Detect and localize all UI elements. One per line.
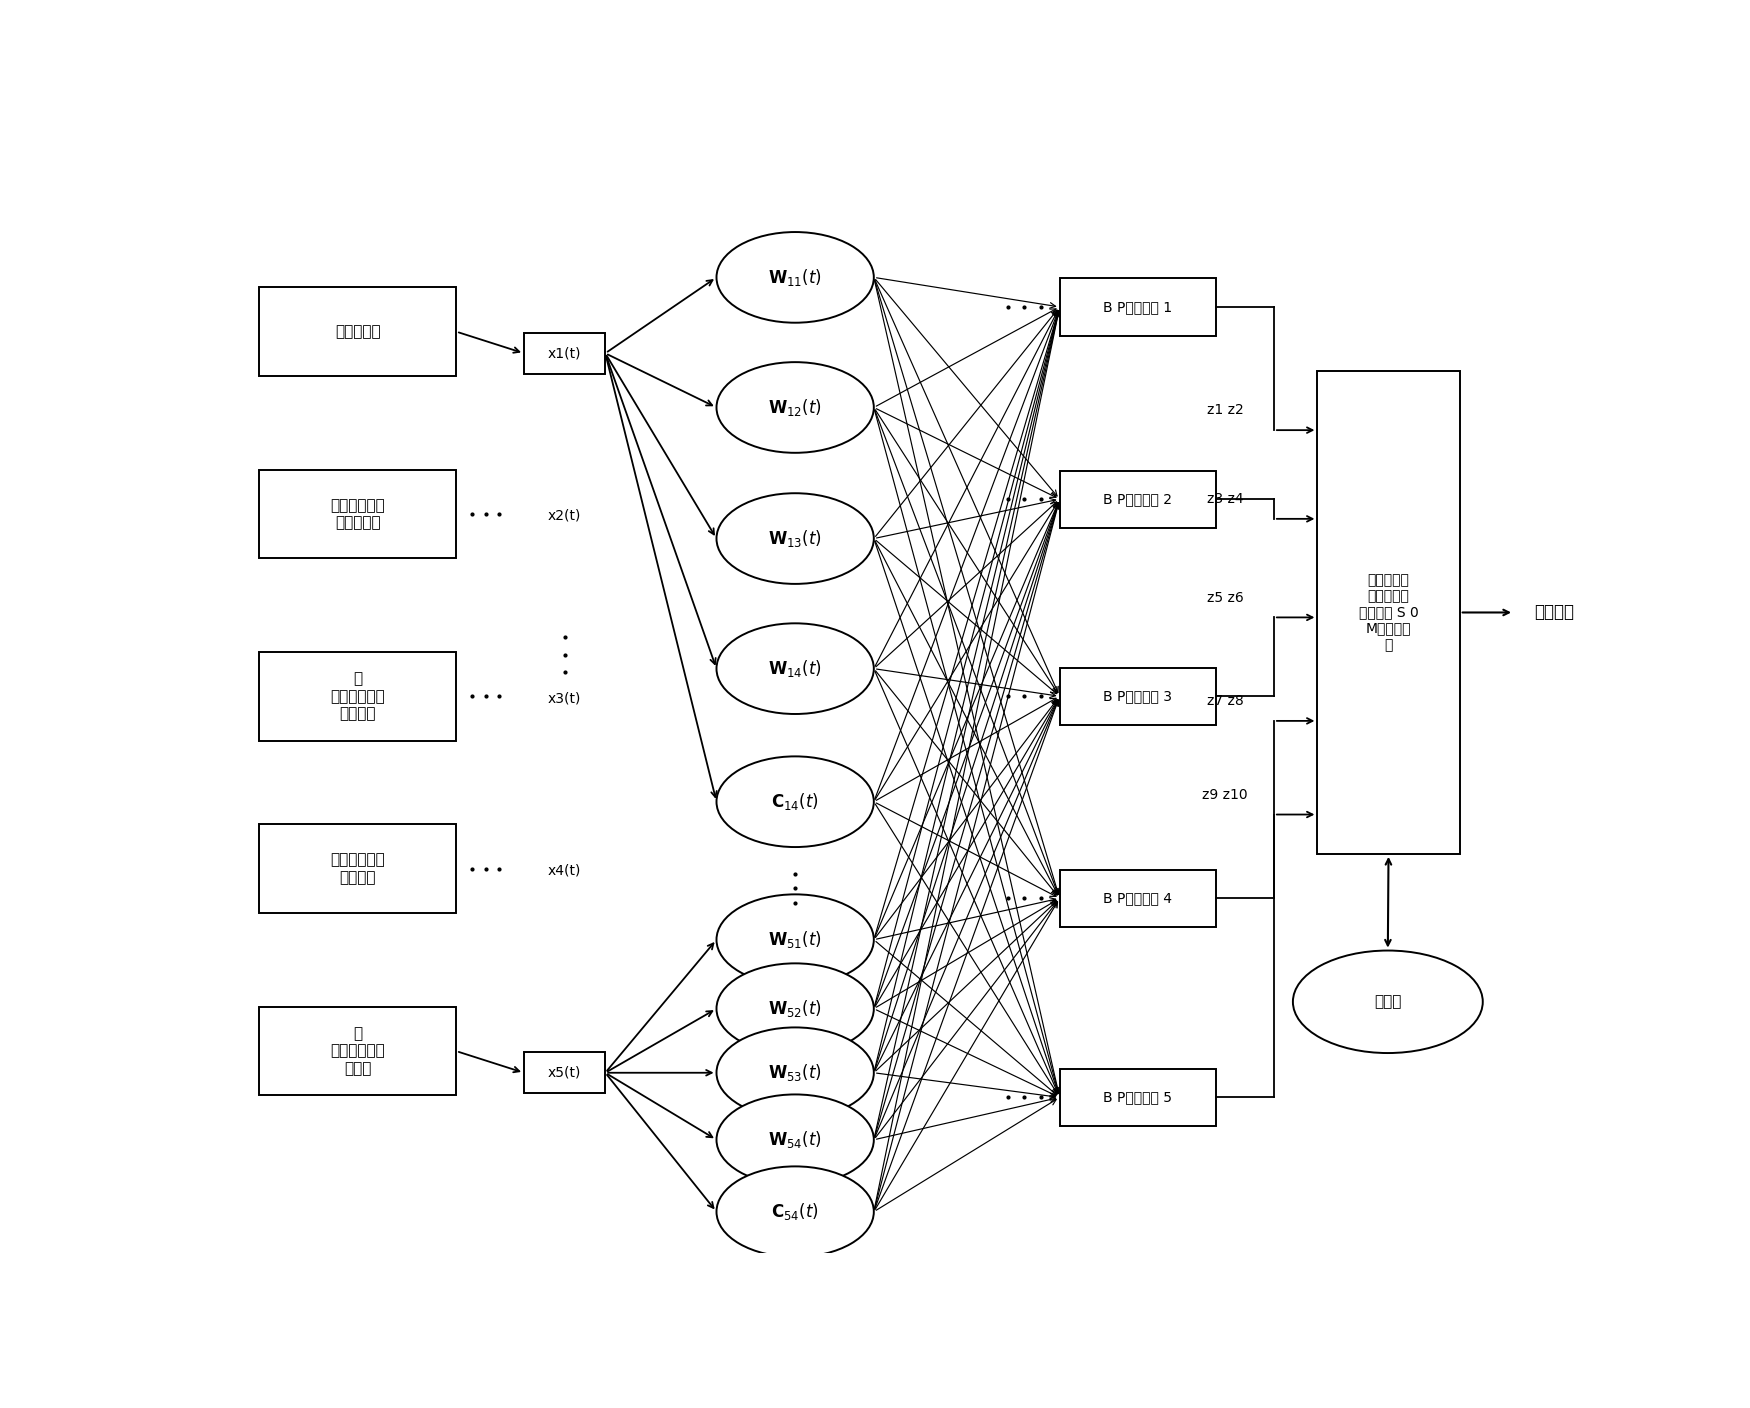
Text: x2(t): x2(t) bbox=[548, 508, 581, 522]
Bar bbox=[1060, 1069, 1216, 1126]
Text: 故障判断: 故障判断 bbox=[1535, 604, 1575, 621]
Text: B P神经网络 4: B P神经网络 4 bbox=[1102, 891, 1172, 905]
Bar bbox=[259, 652, 457, 741]
Text: z7 z8: z7 z8 bbox=[1208, 694, 1244, 708]
Ellipse shape bbox=[716, 1166, 873, 1257]
Text: 数据库: 数据库 bbox=[1374, 994, 1402, 1010]
Text: $\mathbf{W}_{14}(t)$: $\mathbf{W}_{14}(t)$ bbox=[768, 658, 822, 679]
Ellipse shape bbox=[716, 232, 873, 322]
Ellipse shape bbox=[716, 624, 873, 714]
Bar bbox=[259, 1007, 457, 1095]
Text: 左卷袋电机速
度传感器: 左卷袋电机速 度传感器 bbox=[331, 852, 385, 886]
Ellipse shape bbox=[716, 756, 873, 848]
Text: $\mathbf{W}_{52}(t)$: $\mathbf{W}_{52}(t)$ bbox=[768, 998, 822, 1019]
Text: B P神经网络 5: B P神经网络 5 bbox=[1102, 1090, 1172, 1104]
Ellipse shape bbox=[1293, 950, 1482, 1053]
Text: $\mathbf{C}_{54}(t)$: $\mathbf{C}_{54}(t)$ bbox=[772, 1201, 819, 1222]
Bar bbox=[523, 332, 606, 375]
Ellipse shape bbox=[716, 362, 873, 453]
Bar bbox=[1318, 372, 1460, 853]
Text: $\mathbf{W}_{11}(t)$: $\mathbf{W}_{11}(t)$ bbox=[768, 268, 822, 287]
Ellipse shape bbox=[716, 1028, 873, 1118]
Text: B P神经网络 3: B P神经网络 3 bbox=[1102, 690, 1172, 703]
Bar bbox=[259, 470, 457, 559]
Text: 基于小波邻
函数自组织
特征映射 S 0
M的故障诊
断: 基于小波邻 函数自组织 特征映射 S 0 M的故障诊 断 bbox=[1358, 573, 1419, 652]
Bar bbox=[1060, 279, 1216, 335]
Bar bbox=[259, 825, 457, 914]
Text: x1(t): x1(t) bbox=[548, 346, 581, 360]
Text: $\mathbf{W}_{12}(t)$: $\mathbf{W}_{12}(t)$ bbox=[768, 397, 822, 418]
Ellipse shape bbox=[716, 963, 873, 1055]
Text: 左卷袋电机光
栅尺传感器: 左卷袋电机光 栅尺传感器 bbox=[331, 497, 385, 531]
Text: x5(t): x5(t) bbox=[548, 1066, 581, 1080]
Ellipse shape bbox=[716, 1094, 873, 1186]
Bar bbox=[523, 1052, 606, 1094]
Text: $\mathbf{W}_{51}(t)$: $\mathbf{W}_{51}(t)$ bbox=[768, 929, 822, 950]
Text: $\mathbf{W}_{13}(t)$: $\mathbf{W}_{13}(t)$ bbox=[768, 528, 822, 549]
Ellipse shape bbox=[716, 493, 873, 584]
Text: B P神经网络 2: B P神经网络 2 bbox=[1102, 493, 1172, 505]
Text: 压力传感器: 压力传感器 bbox=[334, 324, 380, 339]
Text: B P神经网络 1: B P神经网络 1 bbox=[1102, 300, 1172, 314]
Text: z1 z2: z1 z2 bbox=[1208, 403, 1244, 417]
Text: z9 z10: z9 z10 bbox=[1202, 787, 1248, 801]
Text: 右
卷袋电机光栅
尺传感器: 右 卷袋电机光栅 尺传感器 bbox=[331, 672, 385, 721]
Text: $\mathbf{W}_{54}(t)$: $\mathbf{W}_{54}(t)$ bbox=[768, 1129, 822, 1150]
Bar bbox=[1060, 667, 1216, 725]
Text: $\mathbf{W}_{53}(t)$: $\mathbf{W}_{53}(t)$ bbox=[768, 1062, 822, 1083]
Text: $\mathbf{C}_{14}(t)$: $\mathbf{C}_{14}(t)$ bbox=[772, 791, 819, 812]
Bar bbox=[259, 287, 457, 376]
Ellipse shape bbox=[716, 894, 873, 986]
Text: 右
卷袋电机速度
传感器: 右 卷袋电机速度 传感器 bbox=[331, 1026, 385, 1076]
Text: z5 z6: z5 z6 bbox=[1208, 590, 1244, 604]
Bar bbox=[1060, 470, 1216, 528]
Text: x3(t): x3(t) bbox=[548, 691, 581, 705]
Text: x4(t): x4(t) bbox=[548, 863, 581, 877]
Bar bbox=[1060, 870, 1216, 926]
Text: z3 z4: z3 z4 bbox=[1208, 491, 1244, 505]
